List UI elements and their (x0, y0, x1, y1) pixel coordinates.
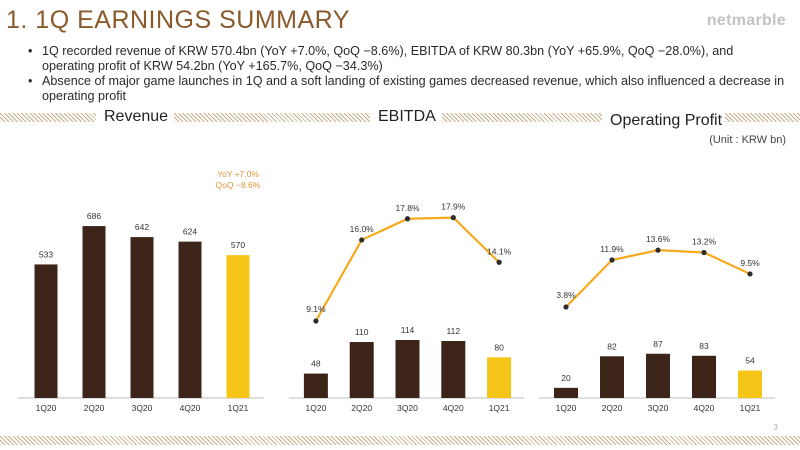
bar-value-label: 80 (494, 342, 504, 352)
margin-point (359, 237, 365, 243)
bar-value-label: 82 (607, 341, 617, 351)
bar-value-label: 570 (231, 240, 245, 250)
x-tick-label: 2Q20 (84, 403, 105, 413)
margin-label: 13.6% (646, 234, 671, 244)
x-tick-label: 4Q20 (180, 403, 201, 413)
bar-value-label: 624 (183, 227, 197, 237)
margin-label: 11.9% (600, 244, 624, 254)
bar (34, 264, 58, 398)
chart-title-operating-profit: Operating Profit (610, 112, 723, 129)
x-tick-label: 3Q20 (397, 403, 418, 413)
bar-value-label: 48 (311, 359, 321, 369)
summary-bullets: 1Q recorded revenue of KRW 570.4bn (YoY … (28, 44, 788, 104)
page-title: 1. 1Q EARNINGS SUMMARY (6, 6, 350, 34)
bar (738, 370, 762, 398)
bar (692, 355, 716, 398)
bar-value-label: 114 (401, 325, 415, 335)
margin-point (563, 304, 569, 310)
bar (226, 255, 250, 398)
yoy-qoq-annotation: YoY +7.0% (217, 169, 259, 179)
x-tick-label: 4Q20 (443, 403, 464, 413)
bar (600, 356, 624, 398)
margin-label: 3.8% (556, 290, 576, 300)
x-tick-label: 1Q20 (556, 403, 577, 413)
x-tick-label: 3Q20 (648, 403, 669, 413)
unit-note: (Unit : KRW bn) (709, 134, 786, 146)
hatch-divider (0, 113, 96, 122)
bar (130, 237, 154, 398)
bullet-item: Absence of major game launches in 1Q and… (28, 74, 788, 104)
margin-line (565, 249, 751, 308)
margin-label: 17.9% (441, 202, 466, 212)
margin-point (609, 257, 615, 263)
bar (303, 373, 328, 398)
bar-value-label: 533 (39, 249, 53, 259)
x-tick-label: 1Q20 (36, 403, 57, 413)
bar-value-label: 686 (87, 211, 101, 221)
margin-label: 17.8% (395, 203, 420, 213)
margin-label: 13.2% (692, 236, 717, 246)
bar-value-label: 54 (745, 356, 755, 366)
bar-value-label: 642 (135, 222, 149, 232)
margin-point (313, 318, 319, 324)
chart-title-ebitda: EBITDA (378, 108, 436, 125)
margin-point (496, 259, 502, 265)
page-number: 3 (773, 423, 778, 432)
x-tick-label: 1Q21 (740, 403, 761, 413)
bar (487, 357, 512, 398)
bar (349, 342, 374, 398)
hatch-divider (174, 113, 370, 122)
x-tick-label: 4Q20 (694, 403, 715, 413)
x-tick-label: 2Q20 (351, 403, 372, 413)
bar-value-label: 110 (355, 327, 369, 337)
bar (554, 387, 578, 398)
x-tick-label: 1Q20 (306, 403, 327, 413)
bar-value-label: 20 (561, 373, 571, 383)
brand-logo: netmarble (706, 12, 786, 29)
bar (441, 341, 466, 398)
hatch-divider (442, 113, 602, 122)
yoy-qoq-annotation: QoQ −8.6% (216, 180, 261, 190)
bar (82, 226, 106, 398)
margin-label: 14.1% (487, 246, 512, 256)
margin-point (655, 247, 661, 253)
margin-label: 9.5% (740, 258, 760, 268)
margin-label: 16.0% (350, 224, 375, 234)
bar (646, 353, 670, 398)
hatch-divider (0, 436, 800, 445)
margin-point (404, 216, 411, 222)
margin-point (450, 215, 456, 221)
x-tick-label: 1Q21 (228, 403, 249, 413)
bar-value-label: 87 (653, 339, 663, 349)
bar-value-label: 112 (447, 326, 461, 336)
chart-title-revenue: Revenue (104, 108, 169, 125)
bullet-item: 1Q recorded revenue of KRW 570.4bn (YoY … (28, 44, 788, 74)
margin-point (701, 249, 707, 256)
margin-line (314, 216, 500, 322)
hatch-divider (725, 113, 800, 122)
bar (395, 339, 420, 398)
x-tick-label: 3Q20 (132, 403, 153, 413)
bar-value-label: 83 (699, 341, 709, 351)
margin-point (747, 271, 753, 277)
bar (178, 241, 202, 398)
x-tick-label: 2Q20 (602, 403, 623, 413)
x-tick-label: 1Q21 (489, 403, 510, 413)
margin-label: 9.1% (306, 304, 326, 314)
